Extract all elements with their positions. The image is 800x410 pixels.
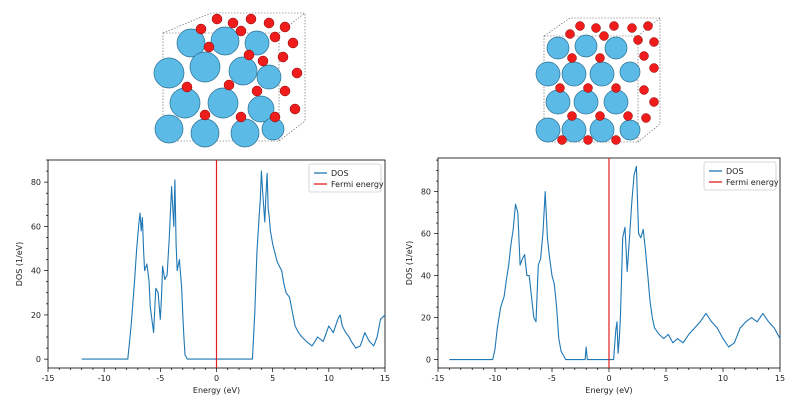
x-axis-label: Energy (eV)	[585, 386, 632, 395]
x-tick-label: -5	[548, 374, 556, 383]
x-tick-label: 10	[718, 374, 728, 383]
y-tick-label: 0	[426, 356, 431, 365]
legend-box	[308, 163, 382, 193]
dos-chart-right-svg: -15 -10 -5 0 5 10 15 0 20 40 60 80 Energy (eV) DOS (1…	[405, 157, 785, 395]
y-tick-label: 40	[31, 267, 41, 276]
x-tick-label: -15	[431, 374, 444, 383]
dos-series-line	[81, 170, 386, 360]
y-axis-label: DOS (1/eV)	[405, 241, 414, 286]
x-axis-label: Energy (eV)	[193, 386, 240, 395]
x-tick-label: -10	[98, 374, 111, 383]
x-tick-label: 5	[270, 374, 275, 383]
y-tick-label: 20	[421, 314, 431, 323]
y-tick-label: 0	[36, 355, 41, 364]
x-tick-label: 15	[380, 374, 390, 383]
y-tick-label: 60	[31, 222, 41, 231]
x-tick-label: 0	[214, 374, 219, 383]
x-tick-label: -5	[156, 374, 164, 383]
y-tick-label: 40	[421, 272, 431, 281]
y-axis-label: DOS (1/eV)	[15, 242, 24, 287]
x-tick-label: 10	[324, 374, 334, 383]
y-tick-label: 80	[31, 178, 41, 187]
crystal-structure-left	[145, 5, 315, 150]
legend-label: Fermi energy	[726, 178, 779, 187]
y-tick-label: 60	[421, 230, 431, 239]
y-tick-label: 80	[421, 188, 431, 197]
legend-label: Fermi energy	[331, 180, 384, 189]
x-tick-label: -10	[488, 374, 501, 383]
dos-chart-left-svg: -15 -10 -5 0 5 10 15 0 20 40 60 80 Energy (eV) DOS (1…	[15, 159, 390, 395]
legend-box	[703, 161, 777, 191]
x-tick-label: 0	[606, 374, 611, 383]
y-tick-label: 20	[31, 311, 41, 320]
legend-label: DOS	[331, 169, 349, 178]
dos-chart-right: -15 -10 -5 0 5 10 15 0 20 40 60 80 Energy (eV) DOS (1…	[405, 150, 790, 405]
x-tick-label: 5	[663, 374, 668, 383]
x-tick-label: 15	[775, 374, 785, 383]
dos-chart-left: -15 -10 -5 0 5 10 15 0 20 40 60 80 Energy (eV) DOS (1…	[10, 150, 395, 405]
crystal-structure-right	[530, 12, 665, 147]
dos-series-line	[449, 165, 781, 361]
legend-label: DOS	[726, 167, 744, 176]
x-tick-label: -15	[41, 374, 54, 383]
